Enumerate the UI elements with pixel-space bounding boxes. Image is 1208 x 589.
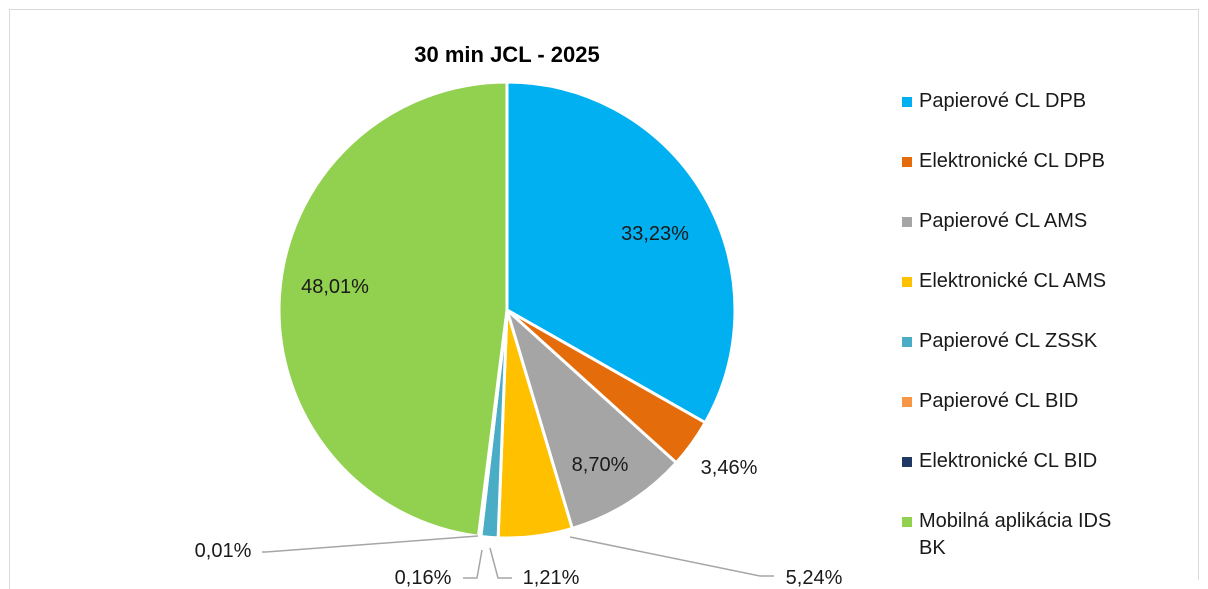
legend-swatch xyxy=(902,97,912,107)
chart-title: 30 min JCL - 2025 xyxy=(414,42,600,67)
legend-swatch xyxy=(902,457,912,467)
legend-swatch xyxy=(902,397,912,407)
data-label-5: 1,21% xyxy=(523,567,580,589)
legend-label: Elektronické CL BID xyxy=(919,450,1098,472)
legend-item-8: Mobilná aplikácia IDS BK xyxy=(902,508,1134,562)
data-label-2: 3,46% xyxy=(701,457,758,479)
data-label-1: 33,23% xyxy=(621,223,689,245)
legend-item-5: Papierové CL ZSSK xyxy=(902,328,1189,355)
legend-item-7: Elektronické CL BID xyxy=(902,448,1189,475)
legend-label: Mobilná aplikácia IDS BK xyxy=(919,510,1112,559)
legend-swatch xyxy=(902,277,912,287)
legend-label: Papierové CL ZSSK xyxy=(919,330,1098,352)
leader-line-4 xyxy=(569,536,774,577)
legend-swatch xyxy=(902,517,912,527)
data-label-4: 5,24% xyxy=(786,567,843,589)
legend-item-4: Elektronické CL AMS xyxy=(902,268,1189,295)
data-label-7: 0,01% xyxy=(195,540,252,562)
pie-slice-1 xyxy=(505,80,737,425)
legend-swatch xyxy=(902,157,912,167)
pie-slice-3 xyxy=(504,305,679,531)
frame-edge xyxy=(9,560,10,589)
legend-label: Elektronické CL DPB xyxy=(919,150,1105,172)
data-label-8: 48,01% xyxy=(301,276,369,298)
data-label-6: 0,16% xyxy=(395,567,452,589)
legend-label: Papierové CL AMS xyxy=(919,210,1088,232)
pie-slice-8 xyxy=(277,80,509,538)
legend-label: Papierové CL DPB xyxy=(919,90,1087,112)
legend-swatch xyxy=(902,217,912,227)
legend-item-6: Papierové CL BID xyxy=(902,388,1189,415)
legend-item-3: Papierové CL AMS xyxy=(902,208,1189,235)
data-label-3: 8,70% xyxy=(572,454,629,476)
legend-label: Elektronické CL AMS xyxy=(919,270,1107,292)
leader-line-5 xyxy=(489,547,512,579)
legend-label: Papierové CL BID xyxy=(919,390,1079,412)
leader-line-6 xyxy=(463,549,483,579)
legend-item-1: Papierové CL DPB xyxy=(902,88,1189,115)
legend-item-2: Elektronické CL DPB xyxy=(902,148,1189,175)
leader-line-7 xyxy=(262,535,479,553)
legend-swatch xyxy=(902,337,912,347)
